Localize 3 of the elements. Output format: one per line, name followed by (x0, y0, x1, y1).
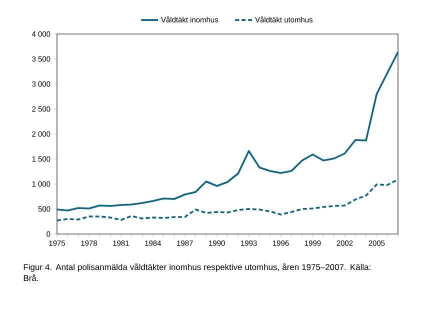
line-series (57, 178, 398, 222)
line-series (57, 51, 398, 212)
text: Figur 4. Antal polisanmälda våldtäkter inomhus respektive utomhus, åren 1975–2007. Källa: Brå. (24, 263, 370, 282)
